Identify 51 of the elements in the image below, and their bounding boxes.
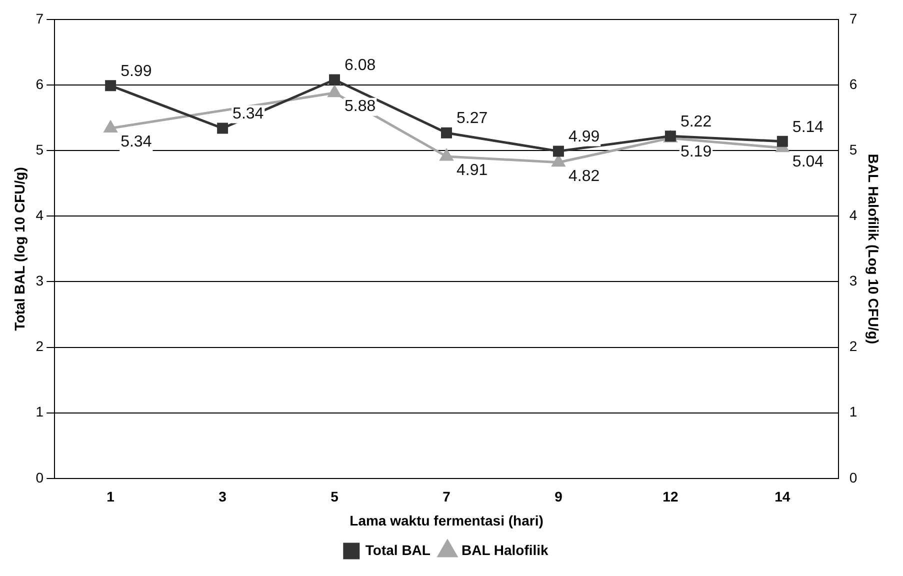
data-label: 4.82 — [568, 168, 600, 185]
data-label: 5.34 — [120, 134, 152, 151]
y-tick-label: 4 — [36, 206, 44, 223]
data-label: 5.22 — [680, 114, 712, 131]
y2-tick-label: 7 — [849, 10, 858, 26]
x-tick-label: 1 — [106, 488, 115, 505]
y2-tick-label: 3 — [849, 272, 858, 289]
point — [776, 136, 788, 147]
y-axis-title: Total BAL (log 10 CFU/g) — [11, 167, 28, 331]
data-label: 4.99 — [568, 128, 600, 146]
point — [328, 86, 341, 98]
x-axis-title: Lama waktu fermentasi (hari) — [350, 512, 544, 528]
data-label: 5.19 — [680, 143, 712, 160]
y-tick-label: 0 — [36, 469, 44, 486]
x-tick-label: 3 — [218, 488, 227, 505]
data-label: 5.27 — [456, 110, 488, 128]
y-tick-label: 6 — [36, 76, 44, 92]
y-tick-label: 5 — [36, 141, 44, 158]
y-tick-label: 2 — [36, 338, 44, 354]
point — [329, 74, 340, 86]
data-label: 5.14 — [792, 118, 824, 136]
y2-tick-label: 0 — [849, 469, 858, 486]
data-label: 5.99 — [120, 63, 152, 80]
x-tick-label: 7 — [442, 488, 451, 505]
y2-tick-label: 5 — [849, 141, 858, 158]
x-tick-label: 14 — [774, 488, 790, 505]
data-label: 6.08 — [344, 57, 376, 74]
point — [441, 127, 452, 138]
point — [552, 155, 565, 167]
y2-tick-label: 6 — [849, 76, 858, 92]
y2-tick-label: 2 — [849, 338, 858, 354]
point — [217, 122, 228, 134]
data-label: 4.91 — [456, 162, 488, 179]
point — [104, 121, 118, 132]
data-label: 5.04 — [792, 153, 824, 170]
x-tick-label: 12 — [662, 488, 678, 505]
point — [440, 149, 453, 161]
legend-label: BAL Halofilik — [461, 542, 549, 558]
legend-label: Total BAL — [365, 542, 431, 558]
x-tick-label: 5 — [330, 488, 339, 505]
point — [552, 146, 564, 157]
y-tick-label: 3 — [36, 272, 44, 289]
x-tick-label: 9 — [554, 488, 563, 505]
data-label: 5.34 — [232, 106, 264, 123]
y2-axis-title: BAL Halofilik (Log 10 CFU/g) — [866, 154, 882, 344]
y-tick-label: 1 — [36, 404, 44, 420]
y2-tick-label: 1 — [849, 404, 858, 420]
y-tick-label: 7 — [36, 10, 44, 26]
data-label: 5.88 — [344, 98, 376, 116]
point — [105, 80, 116, 92]
y2-tick-label: 4 — [849, 206, 858, 223]
